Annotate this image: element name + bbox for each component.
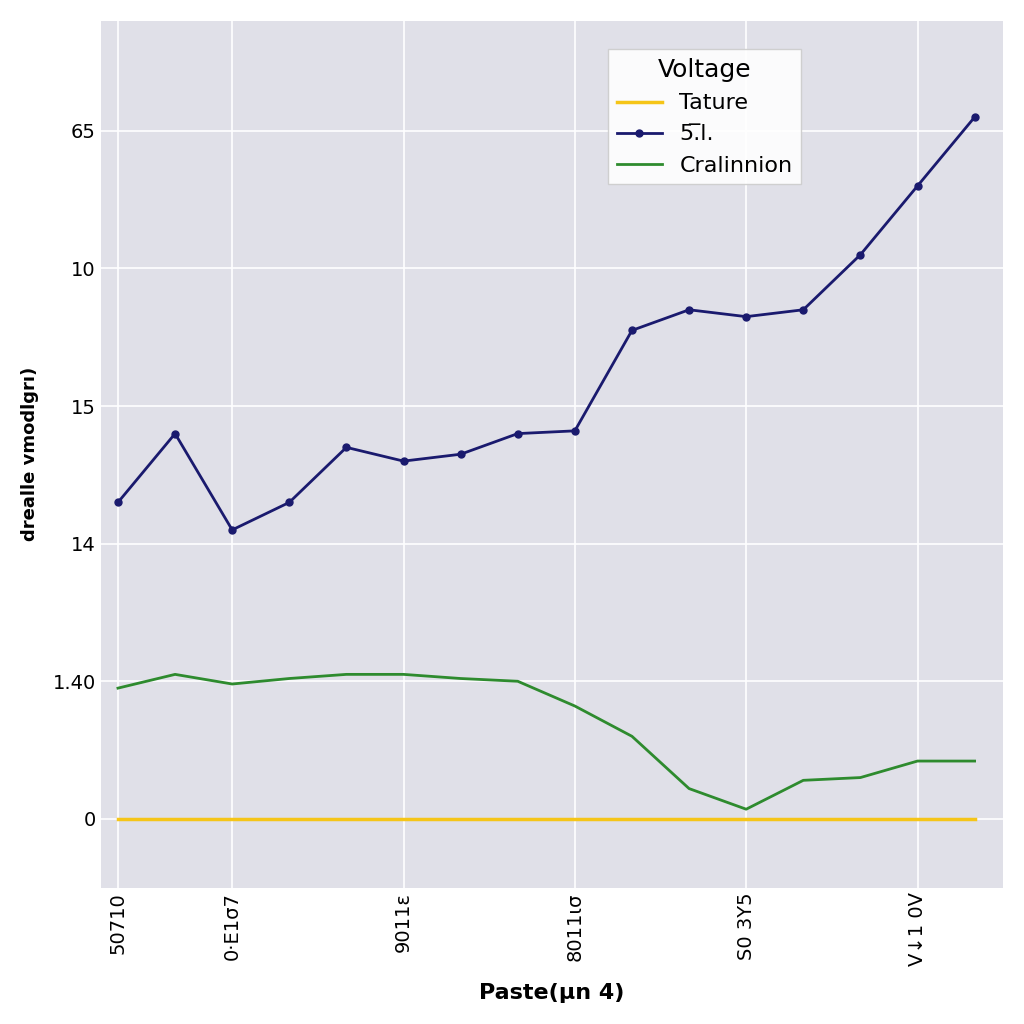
5.̅l.: [683, 304, 695, 316]
5.̅l.: [340, 441, 352, 454]
Cralinnion: [512, 675, 524, 687]
Cralinnion: [626, 730, 638, 742]
5.̅l.: [397, 455, 410, 467]
Cralinnion: [169, 669, 181, 681]
5.̅l.: [284, 497, 296, 509]
Cralinnion: [284, 673, 296, 685]
Cralinnion: [397, 669, 410, 681]
5.̅l.: [568, 425, 581, 437]
Cralinnion: [797, 774, 809, 786]
5.̅l.: [911, 180, 924, 193]
5.̅l.: [455, 449, 467, 461]
Line: Cralinnion: Cralinnion: [118, 675, 975, 809]
Cralinnion: [911, 755, 924, 767]
5.̅l.: [740, 310, 753, 323]
X-axis label: Paste(μn 4): Paste(μn 4): [479, 983, 625, 1004]
Y-axis label: drealle vmodlgrı): drealle vmodlgrı): [20, 368, 39, 542]
Cralinnion: [226, 678, 239, 690]
5.̅l.: [226, 523, 239, 536]
5.̅l.: [112, 497, 124, 509]
Cralinnion: [740, 803, 753, 815]
5.̅l.: [169, 427, 181, 439]
Cralinnion: [568, 699, 581, 712]
Line: 5.̅l.: 5.̅l.: [115, 114, 978, 534]
Cralinnion: [340, 669, 352, 681]
5.̅l.: [797, 304, 809, 316]
5.̅l.: [969, 111, 981, 123]
Cralinnion: [112, 682, 124, 694]
5.̅l.: [512, 427, 524, 439]
Cralinnion: [683, 782, 695, 795]
Cralinnion: [455, 673, 467, 685]
Cralinnion: [969, 755, 981, 767]
Legend: Tature, 5.̅l., Cralinnion: Tature, 5.̅l., Cralinnion: [608, 49, 802, 184]
5.̅l.: [626, 325, 638, 337]
Cralinnion: [854, 771, 866, 783]
5.̅l.: [854, 249, 866, 261]
